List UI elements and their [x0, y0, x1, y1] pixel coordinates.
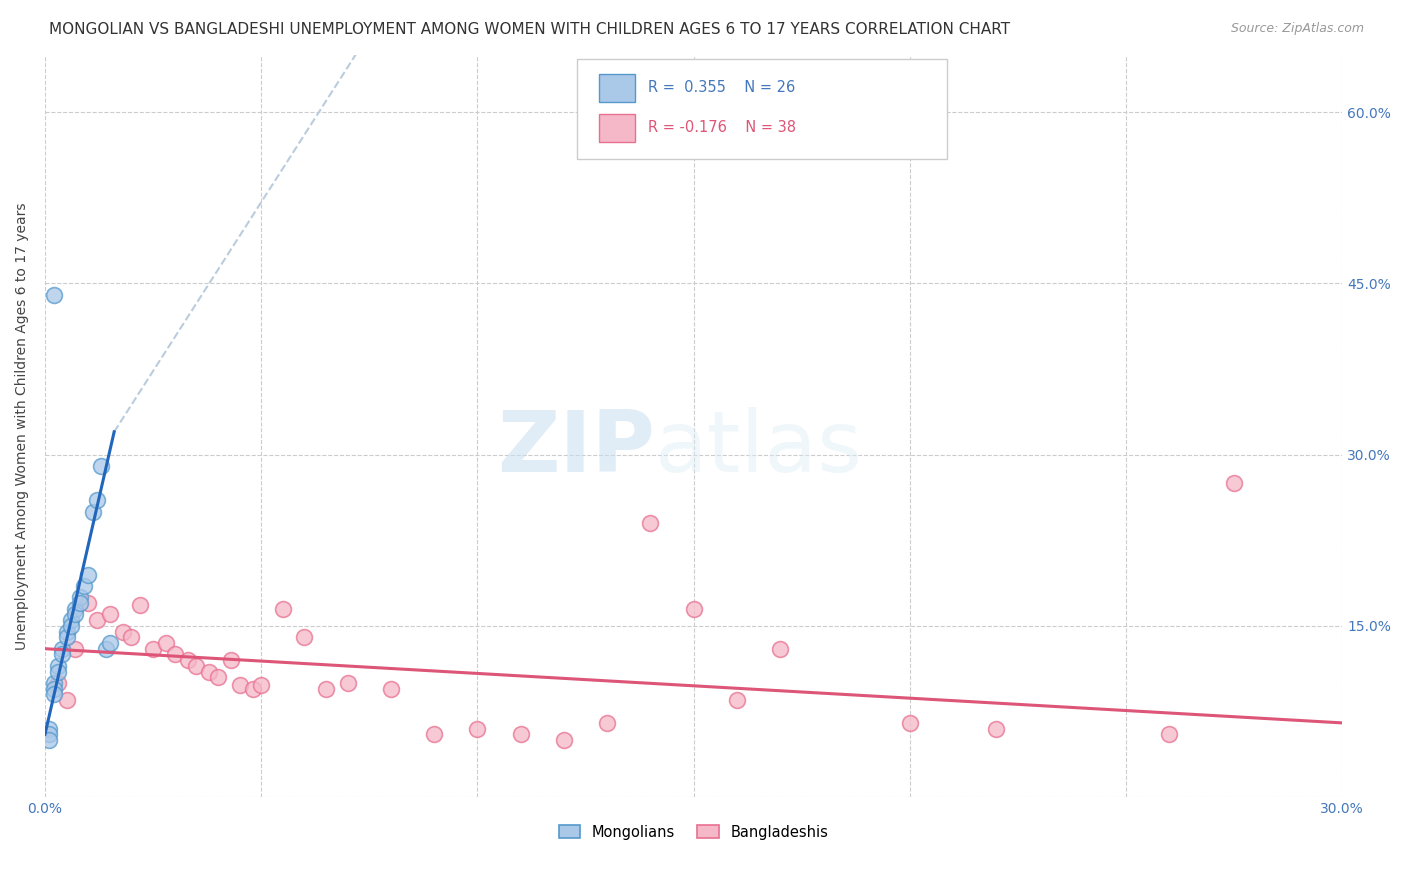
Point — [163, 648, 186, 662]
Point — [69, 591, 91, 605]
Point — [86, 493, 108, 508]
Point — [59, 619, 82, 633]
Point — [1223, 476, 1246, 491]
Point — [42, 681, 65, 696]
Point — [596, 715, 619, 730]
FancyBboxPatch shape — [599, 114, 636, 142]
Point — [98, 607, 121, 622]
Legend: Mongolians, Bangladeshis: Mongolians, Bangladeshis — [553, 819, 835, 846]
Point — [86, 613, 108, 627]
Point — [55, 624, 77, 639]
Point — [65, 607, 87, 622]
Point — [55, 693, 77, 707]
Point — [509, 727, 531, 741]
Point — [129, 599, 152, 613]
Point — [94, 641, 117, 656]
Point — [423, 727, 446, 741]
Point — [198, 665, 221, 679]
Point — [682, 601, 704, 615]
Point — [898, 715, 921, 730]
FancyBboxPatch shape — [576, 59, 946, 159]
Point — [38, 722, 60, 736]
Point — [38, 727, 60, 741]
Text: Source: ZipAtlas.com: Source: ZipAtlas.com — [1230, 22, 1364, 36]
Point — [155, 636, 177, 650]
Point — [59, 613, 82, 627]
Point — [186, 658, 208, 673]
Point — [142, 641, 165, 656]
Text: MONGOLIAN VS BANGLADESHI UNEMPLOYMENT AMONG WOMEN WITH CHILDREN AGES 6 TO 17 YEA: MONGOLIAN VS BANGLADESHI UNEMPLOYMENT AM… — [49, 22, 1011, 37]
Point — [51, 648, 73, 662]
Point — [77, 596, 100, 610]
Point — [65, 641, 87, 656]
Point — [467, 722, 489, 736]
Point — [111, 624, 134, 639]
Point — [769, 641, 792, 656]
Point — [42, 676, 65, 690]
Point — [219, 653, 242, 667]
Point — [120, 630, 142, 644]
Point — [42, 288, 65, 302]
Point — [242, 681, 264, 696]
Point — [250, 678, 273, 692]
Text: atlas: atlas — [655, 407, 863, 490]
Point — [553, 733, 575, 747]
Point — [98, 636, 121, 650]
Point — [65, 601, 87, 615]
Point — [82, 505, 104, 519]
Text: R = -0.176    N = 38: R = -0.176 N = 38 — [648, 120, 796, 136]
Text: ZIP: ZIP — [496, 407, 655, 490]
Point — [336, 676, 359, 690]
Point — [69, 596, 91, 610]
Point — [294, 630, 316, 644]
FancyBboxPatch shape — [599, 74, 636, 102]
Point — [51, 641, 73, 656]
Point — [176, 653, 198, 667]
Point — [46, 676, 69, 690]
Point — [38, 733, 60, 747]
Point — [228, 678, 250, 692]
Point — [207, 670, 229, 684]
Point — [1159, 727, 1181, 741]
Point — [380, 681, 402, 696]
Point — [77, 567, 100, 582]
Text: R =  0.355    N = 26: R = 0.355 N = 26 — [648, 80, 796, 95]
Point — [986, 722, 1008, 736]
Point — [315, 681, 337, 696]
Point — [90, 459, 112, 474]
Point — [55, 630, 77, 644]
Point — [73, 579, 96, 593]
Point — [271, 601, 294, 615]
Point — [46, 665, 69, 679]
Point — [42, 687, 65, 701]
Point — [46, 658, 69, 673]
Y-axis label: Unemployment Among Women with Children Ages 6 to 17 years: Unemployment Among Women with Children A… — [15, 202, 30, 650]
Point — [640, 516, 662, 530]
Point — [725, 693, 748, 707]
